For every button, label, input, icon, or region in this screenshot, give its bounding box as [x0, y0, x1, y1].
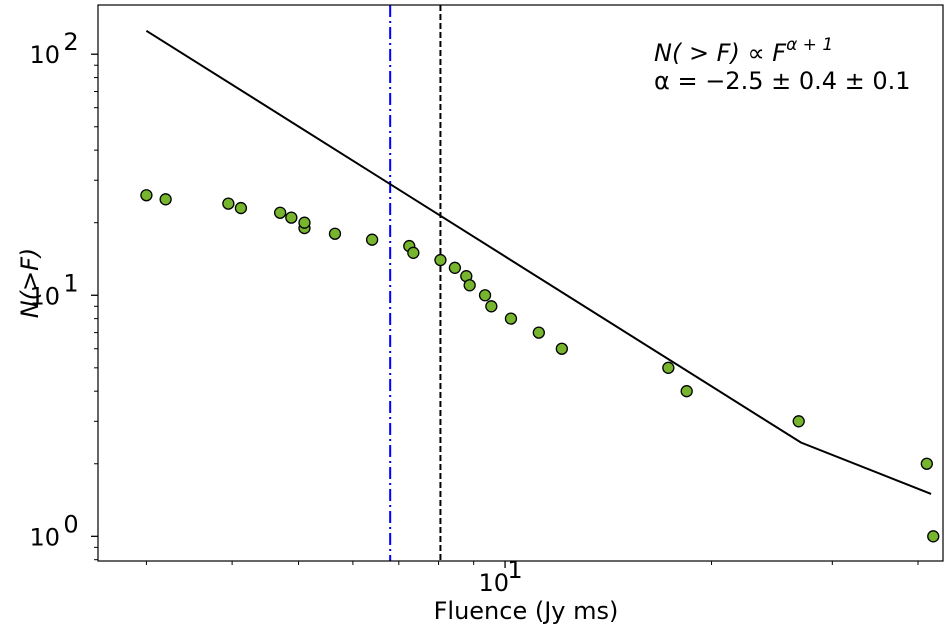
y-tick-exponent: 1 — [63, 269, 78, 297]
data-point — [504, 312, 518, 325]
y-tick-exponent: 2 — [63, 28, 78, 56]
data-point — [485, 300, 498, 313]
y-tick-label: 10 — [29, 41, 60, 69]
data-point — [434, 253, 447, 267]
data-points — [140, 189, 940, 543]
data-point — [927, 530, 940, 543]
data-point — [532, 326, 545, 339]
data-point — [920, 457, 933, 470]
annotation: N( > F) ∝ Fα + 1 α = −2.5 ± 0.4 ± 0.1 — [654, 35, 911, 95]
y-tick-label: 10 — [29, 523, 60, 551]
x-tick-exponent: 1 — [507, 556, 522, 584]
data-point — [298, 216, 311, 229]
data-point — [407, 246, 420, 259]
annotation-line1-sup: α + 1 — [786, 35, 833, 55]
y-tick-exponent: 0 — [63, 510, 78, 538]
y-tick-label: 10 — [29, 282, 60, 310]
fit-layer — [145, 29, 932, 495]
data-point — [222, 197, 235, 210]
data-point — [792, 415, 805, 428]
annotation-line2: α = −2.5 ± 0.4 ± 0.1 — [654, 67, 911, 95]
data-point — [365, 233, 379, 246]
data-point — [478, 289, 492, 302]
data-point — [328, 227, 342, 240]
data-point — [463, 279, 476, 292]
x-tick-label: 10 — [479, 569, 510, 597]
y-axis-label: N(>F) — [16, 248, 44, 319]
data-point — [234, 201, 248, 215]
x-axis-label: Fluence (Jy ms) — [434, 597, 619, 625]
data-point — [140, 189, 153, 202]
x-ticks: 101 — [145, 556, 919, 597]
data-point — [662, 361, 675, 374]
data-point — [555, 342, 568, 355]
plot-frame — [97, 4, 944, 562]
data-point — [448, 261, 462, 274]
vertical-lines — [389, 5, 442, 561]
data-point — [285, 211, 298, 224]
annotation-line1: N( > F) ∝ Fα + 1 — [654, 35, 833, 67]
data-point — [159, 193, 172, 206]
fit-line — [145, 29, 932, 495]
annotation-line1-main: N( > F) ∝ F — [654, 39, 787, 67]
data-point — [273, 206, 287, 219]
plot-area — [140, 5, 940, 561]
data-point — [680, 385, 693, 398]
